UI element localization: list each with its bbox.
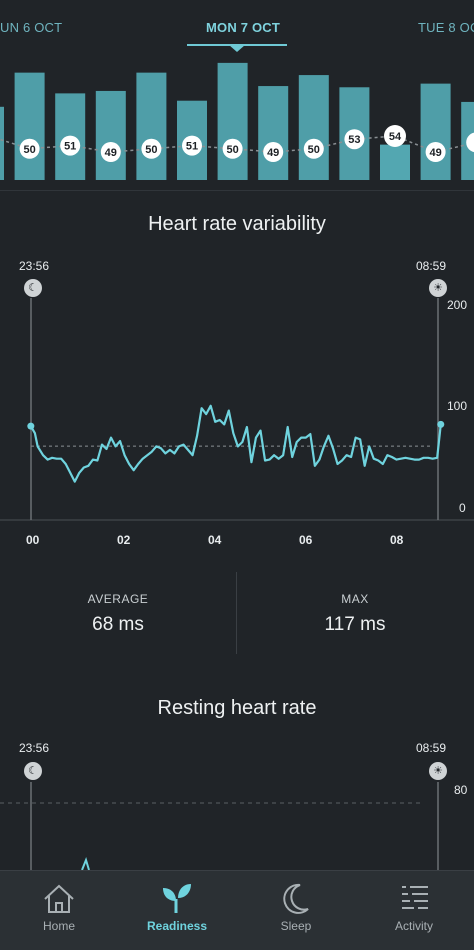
moon-icon: ☾ <box>24 762 42 780</box>
weekly-resting-hr-bars[interactable]: 50 51 49 50 51 50 49 50 53 54 49 <box>0 48 474 190</box>
nav-home[interactable]: Home <box>0 871 118 950</box>
nav-activity[interactable]: Activity <box>355 871 473 950</box>
date-tab-current[interactable]: MON 7 OCT <box>206 20 281 35</box>
nav-readiness[interactable]: Readiness <box>118 871 236 950</box>
bottom-nav: Home Readiness Sleep Activity <box>0 870 474 950</box>
weekly-value-dot <box>100 142 121 162</box>
weekly-bar[interactable] <box>14 72 45 180</box>
hrv-x-tick: 02 <box>117 533 131 547</box>
weekly-value-label: 49 <box>267 147 279 159</box>
weekly-bar[interactable] <box>258 86 289 180</box>
weekly-value-label: 49 <box>429 147 441 159</box>
sun-icon: ☀ <box>429 279 447 297</box>
rhr-end-time: 08:59 <box>416 741 447 755</box>
weekly-bar[interactable] <box>298 75 329 180</box>
weekly-value-dot <box>222 138 243 159</box>
weekly-value-label: 50 <box>226 144 238 156</box>
hrv-x-tick: 08 <box>390 533 404 547</box>
weekly-value-label: 50 <box>308 144 320 156</box>
hrv-x-tick: 06 <box>299 533 313 547</box>
weekly-value-dot <box>263 142 284 162</box>
nav-readiness-label: Readiness <box>146 919 208 933</box>
hrv-x-tick: 00 <box>26 533 40 547</box>
hrv-start-point <box>27 422 35 430</box>
weekly-value-dot <box>19 138 40 159</box>
weekly-value-dot <box>384 125 406 147</box>
home-icon <box>44 884 74 913</box>
rhr-y-tick: 80 <box>454 783 468 797</box>
weekly-value-dot <box>141 138 162 159</box>
weekly-value-dot <box>303 138 324 159</box>
weekly-value-label: 51 <box>186 141 198 153</box>
hrv-chart[interactable] <box>0 290 474 525</box>
weekly-bar[interactable] <box>0 106 4 180</box>
hrv-x-tick: 04 <box>208 533 222 547</box>
rhr-line <box>81 856 90 870</box>
weekly-value-dot <box>60 135 81 156</box>
sprout-icon <box>163 884 191 913</box>
weekly-value-label: 54 <box>389 131 402 143</box>
resting-hr-chart[interactable] <box>0 770 474 870</box>
section-divider <box>0 190 474 191</box>
weekly-bar[interactable] <box>420 83 451 180</box>
date-tab-next[interactable]: TUE 8 OCT <box>418 20 474 35</box>
weekly-bar[interactable] <box>136 72 167 180</box>
weekly-bar[interactable] <box>95 90 126 180</box>
nav-sleep-label: Sleep <box>280 919 312 933</box>
weekly-value-label: 50 <box>145 144 157 156</box>
moon-icon <box>283 883 309 914</box>
rhr-start-time: 23:56 <box>19 741 50 755</box>
weekly-value-dot <box>182 135 202 156</box>
weekly-bar[interactable] <box>217 62 248 180</box>
max-value: 117 ms <box>324 614 386 635</box>
weekly-value-dot <box>466 132 474 153</box>
moon-icon: ☾ <box>24 279 42 297</box>
weekly-value-label: 53 <box>348 134 360 146</box>
weekly-bar[interactable] <box>380 144 410 180</box>
active-tab-caret <box>229 45 245 52</box>
weekly-value-dot <box>344 129 365 150</box>
hrv-y-tick: 0 <box>459 501 466 515</box>
hrv-end-point <box>437 420 445 428</box>
average-label: AVERAGE <box>87 592 149 606</box>
resting-hr-title: Resting heart rate <box>157 697 317 719</box>
activity-list-icon <box>402 886 428 909</box>
date-tab-prev[interactable]: UN 6 OCT <box>0 20 63 35</box>
hrv-title: Heart rate variability <box>148 213 326 235</box>
average-value: 68 ms <box>92 614 144 635</box>
hrv-start-time: 23:56 <box>19 259 50 273</box>
sun-icon: ☀ <box>429 762 447 780</box>
hrv-y-tick: 100 <box>447 399 468 413</box>
weekly-value-label: 51 <box>64 141 76 153</box>
nav-sleep[interactable]: Sleep <box>237 871 355 950</box>
hrv-end-time: 08:59 <box>416 259 447 273</box>
weekly-value-label: 50 <box>23 144 35 156</box>
weekly-value-dot <box>425 142 446 162</box>
weekly-value-label: 49 <box>105 147 117 159</box>
max-label: MAX <box>341 592 369 606</box>
hrv-line <box>29 404 442 483</box>
hrv-y-tick: 200 <box>447 298 468 312</box>
stats-divider <box>236 572 237 654</box>
nav-home-label: Home <box>42 919 75 933</box>
nav-activity-label: Activity <box>394 919 433 933</box>
